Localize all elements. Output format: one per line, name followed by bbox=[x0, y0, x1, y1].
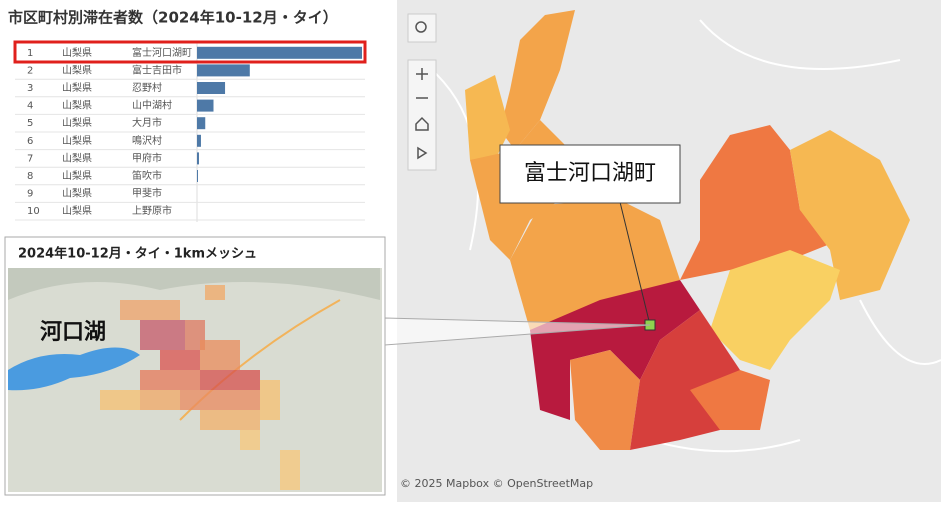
prefecture: 山梨県 bbox=[62, 116, 92, 129]
prefecture: 山梨県 bbox=[62, 187, 92, 200]
bar bbox=[197, 152, 199, 165]
municipality: 笛吹市 bbox=[132, 169, 162, 182]
heatmap-inset: 2024年10-12月・タイ・1kmメッシュ 河口湖 bbox=[4, 236, 386, 496]
municipality: 甲斐市 bbox=[132, 187, 162, 200]
region bbox=[510, 200, 680, 330]
region bbox=[710, 250, 840, 370]
callout-line bbox=[619, 201, 651, 326]
prefecture: 山梨県 bbox=[62, 134, 92, 147]
rank: 2 bbox=[27, 65, 33, 76]
region bbox=[690, 370, 770, 430]
prefecture: 山梨県 bbox=[62, 99, 92, 112]
region bbox=[500, 10, 575, 150]
bar bbox=[197, 134, 201, 147]
rank: 10 bbox=[27, 206, 40, 217]
ranking-title: 市区町村別滞在者数（2024年10-12月・タイ） bbox=[8, 9, 338, 27]
rank: 9 bbox=[27, 189, 33, 200]
municipality: 大月市 bbox=[132, 116, 162, 129]
callout-label: 富士河口湖町 bbox=[524, 161, 656, 186]
inset-title: 2024年10-12月・タイ・1kmメッシュ bbox=[18, 246, 257, 262]
search-button[interactable] bbox=[407, 13, 437, 43]
prefecture: 山梨県 bbox=[62, 204, 92, 217]
rank: 7 bbox=[27, 153, 33, 164]
rank: 1 bbox=[27, 48, 33, 59]
rank: 4 bbox=[27, 101, 33, 112]
rank: 8 bbox=[27, 171, 33, 182]
highlight-box bbox=[13, 40, 367, 64]
municipality: 山中湖村 bbox=[132, 99, 172, 112]
region bbox=[790, 130, 910, 300]
rank: 5 bbox=[27, 118, 33, 129]
map-controls bbox=[407, 13, 437, 171]
map: 富士河口湖町 © 2025 Mapbox © OpenStreetMap bbox=[397, 0, 941, 502]
bar bbox=[197, 82, 226, 94]
municipality: 甲府市 bbox=[132, 151, 162, 164]
callout-box bbox=[499, 144, 681, 204]
attribution: © 2025 Mapbox © OpenStreetMap bbox=[400, 477, 593, 490]
region-highlight bbox=[530, 280, 700, 420]
prefecture: 山梨県 bbox=[62, 169, 92, 182]
rank: 6 bbox=[27, 136, 33, 147]
municipality: 鳴沢村 bbox=[132, 134, 162, 147]
rank: 3 bbox=[27, 83, 33, 94]
inset-label: 河口湖 bbox=[40, 320, 106, 345]
municipality: 上野原市 bbox=[132, 204, 172, 217]
lake bbox=[8, 347, 140, 391]
bar bbox=[197, 46, 362, 59]
prefecture: 山梨県 bbox=[62, 81, 92, 94]
municipality: 忍野村 bbox=[132, 81, 162, 94]
prefecture: 山梨県 bbox=[62, 63, 92, 76]
bar bbox=[197, 117, 206, 130]
prefecture: 山梨県 bbox=[62, 151, 92, 164]
bar bbox=[197, 170, 198, 182]
bar bbox=[197, 99, 214, 112]
region bbox=[465, 75, 510, 170]
municipality: 富士河口湖町 bbox=[132, 46, 192, 59]
municipality: 富士吉田市 bbox=[132, 63, 182, 76]
bar bbox=[197, 64, 250, 77]
region bbox=[680, 125, 840, 280]
prefecture: 山梨県 bbox=[62, 46, 92, 59]
region bbox=[570, 350, 640, 450]
heat-cells bbox=[100, 285, 300, 490]
